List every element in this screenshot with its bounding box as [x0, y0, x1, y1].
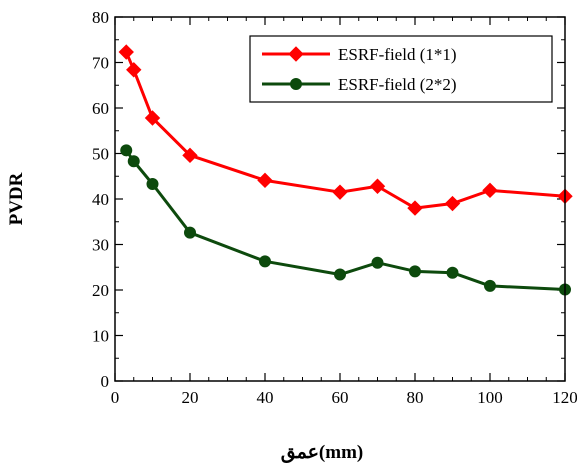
data-point [369, 178, 386, 194]
data-point [127, 155, 140, 168]
data-point [332, 184, 348, 200]
x-tick-label: 80 [407, 388, 424, 407]
y-tick-label: 30 [92, 236, 109, 255]
y-tick-label: 20 [92, 281, 109, 300]
y-tick-label: 80 [92, 8, 109, 27]
data-point [409, 265, 421, 278]
series-line [125, 149, 566, 292]
y-tick-label: 40 [92, 190, 109, 209]
x-tick-label: 120 [552, 388, 577, 407]
y-axis-title: PVDR [6, 172, 27, 225]
plot-frame [114, 16, 566, 382]
legend-item: ESRF-field (1*1) [262, 45, 457, 64]
legend: ESRF-field (1*1) ESRF-field (2*2) [249, 35, 553, 103]
x-tick-label: 20 [182, 388, 199, 407]
data-point [144, 110, 161, 126]
data-point [120, 144, 133, 157]
legend-marker [288, 46, 304, 62]
data-point [407, 200, 423, 216]
legend-marker [290, 78, 302, 90]
data-point [118, 44, 134, 60]
y-tick-label: 70 [92, 54, 109, 73]
legend-box [249, 35, 553, 103]
y-tick-label: 10 [92, 327, 109, 346]
data-point [259, 255, 271, 268]
x-tick-label: 100 [477, 388, 503, 407]
y-tick-label: 50 [92, 145, 109, 164]
data-point [482, 182, 498, 199]
x-tick-label: 60 [332, 388, 349, 407]
y-tick-label: 0 [101, 372, 110, 391]
data-point [257, 172, 273, 189]
legend-label: ESRF-field (2*2) [338, 75, 457, 94]
data-point [334, 268, 346, 281]
y-tick-label: 60 [92, 99, 109, 118]
legend-label: ESRF-field (1*1) [338, 45, 457, 64]
data-point [446, 266, 459, 279]
data-point [146, 177, 159, 190]
series-2 [120, 144, 571, 296]
data-point [126, 62, 142, 78]
data-point [182, 147, 198, 164]
data-point [484, 279, 496, 292]
legend-item: ESRF-field (2*2) [262, 75, 457, 94]
x-tick-label: 40 [257, 388, 274, 407]
x-tick-label: 0 [111, 388, 120, 407]
data-point [184, 226, 196, 239]
x-axis-title: عمق(mm) [281, 442, 363, 463]
data-point [444, 195, 461, 212]
data-point [371, 256, 384, 269]
